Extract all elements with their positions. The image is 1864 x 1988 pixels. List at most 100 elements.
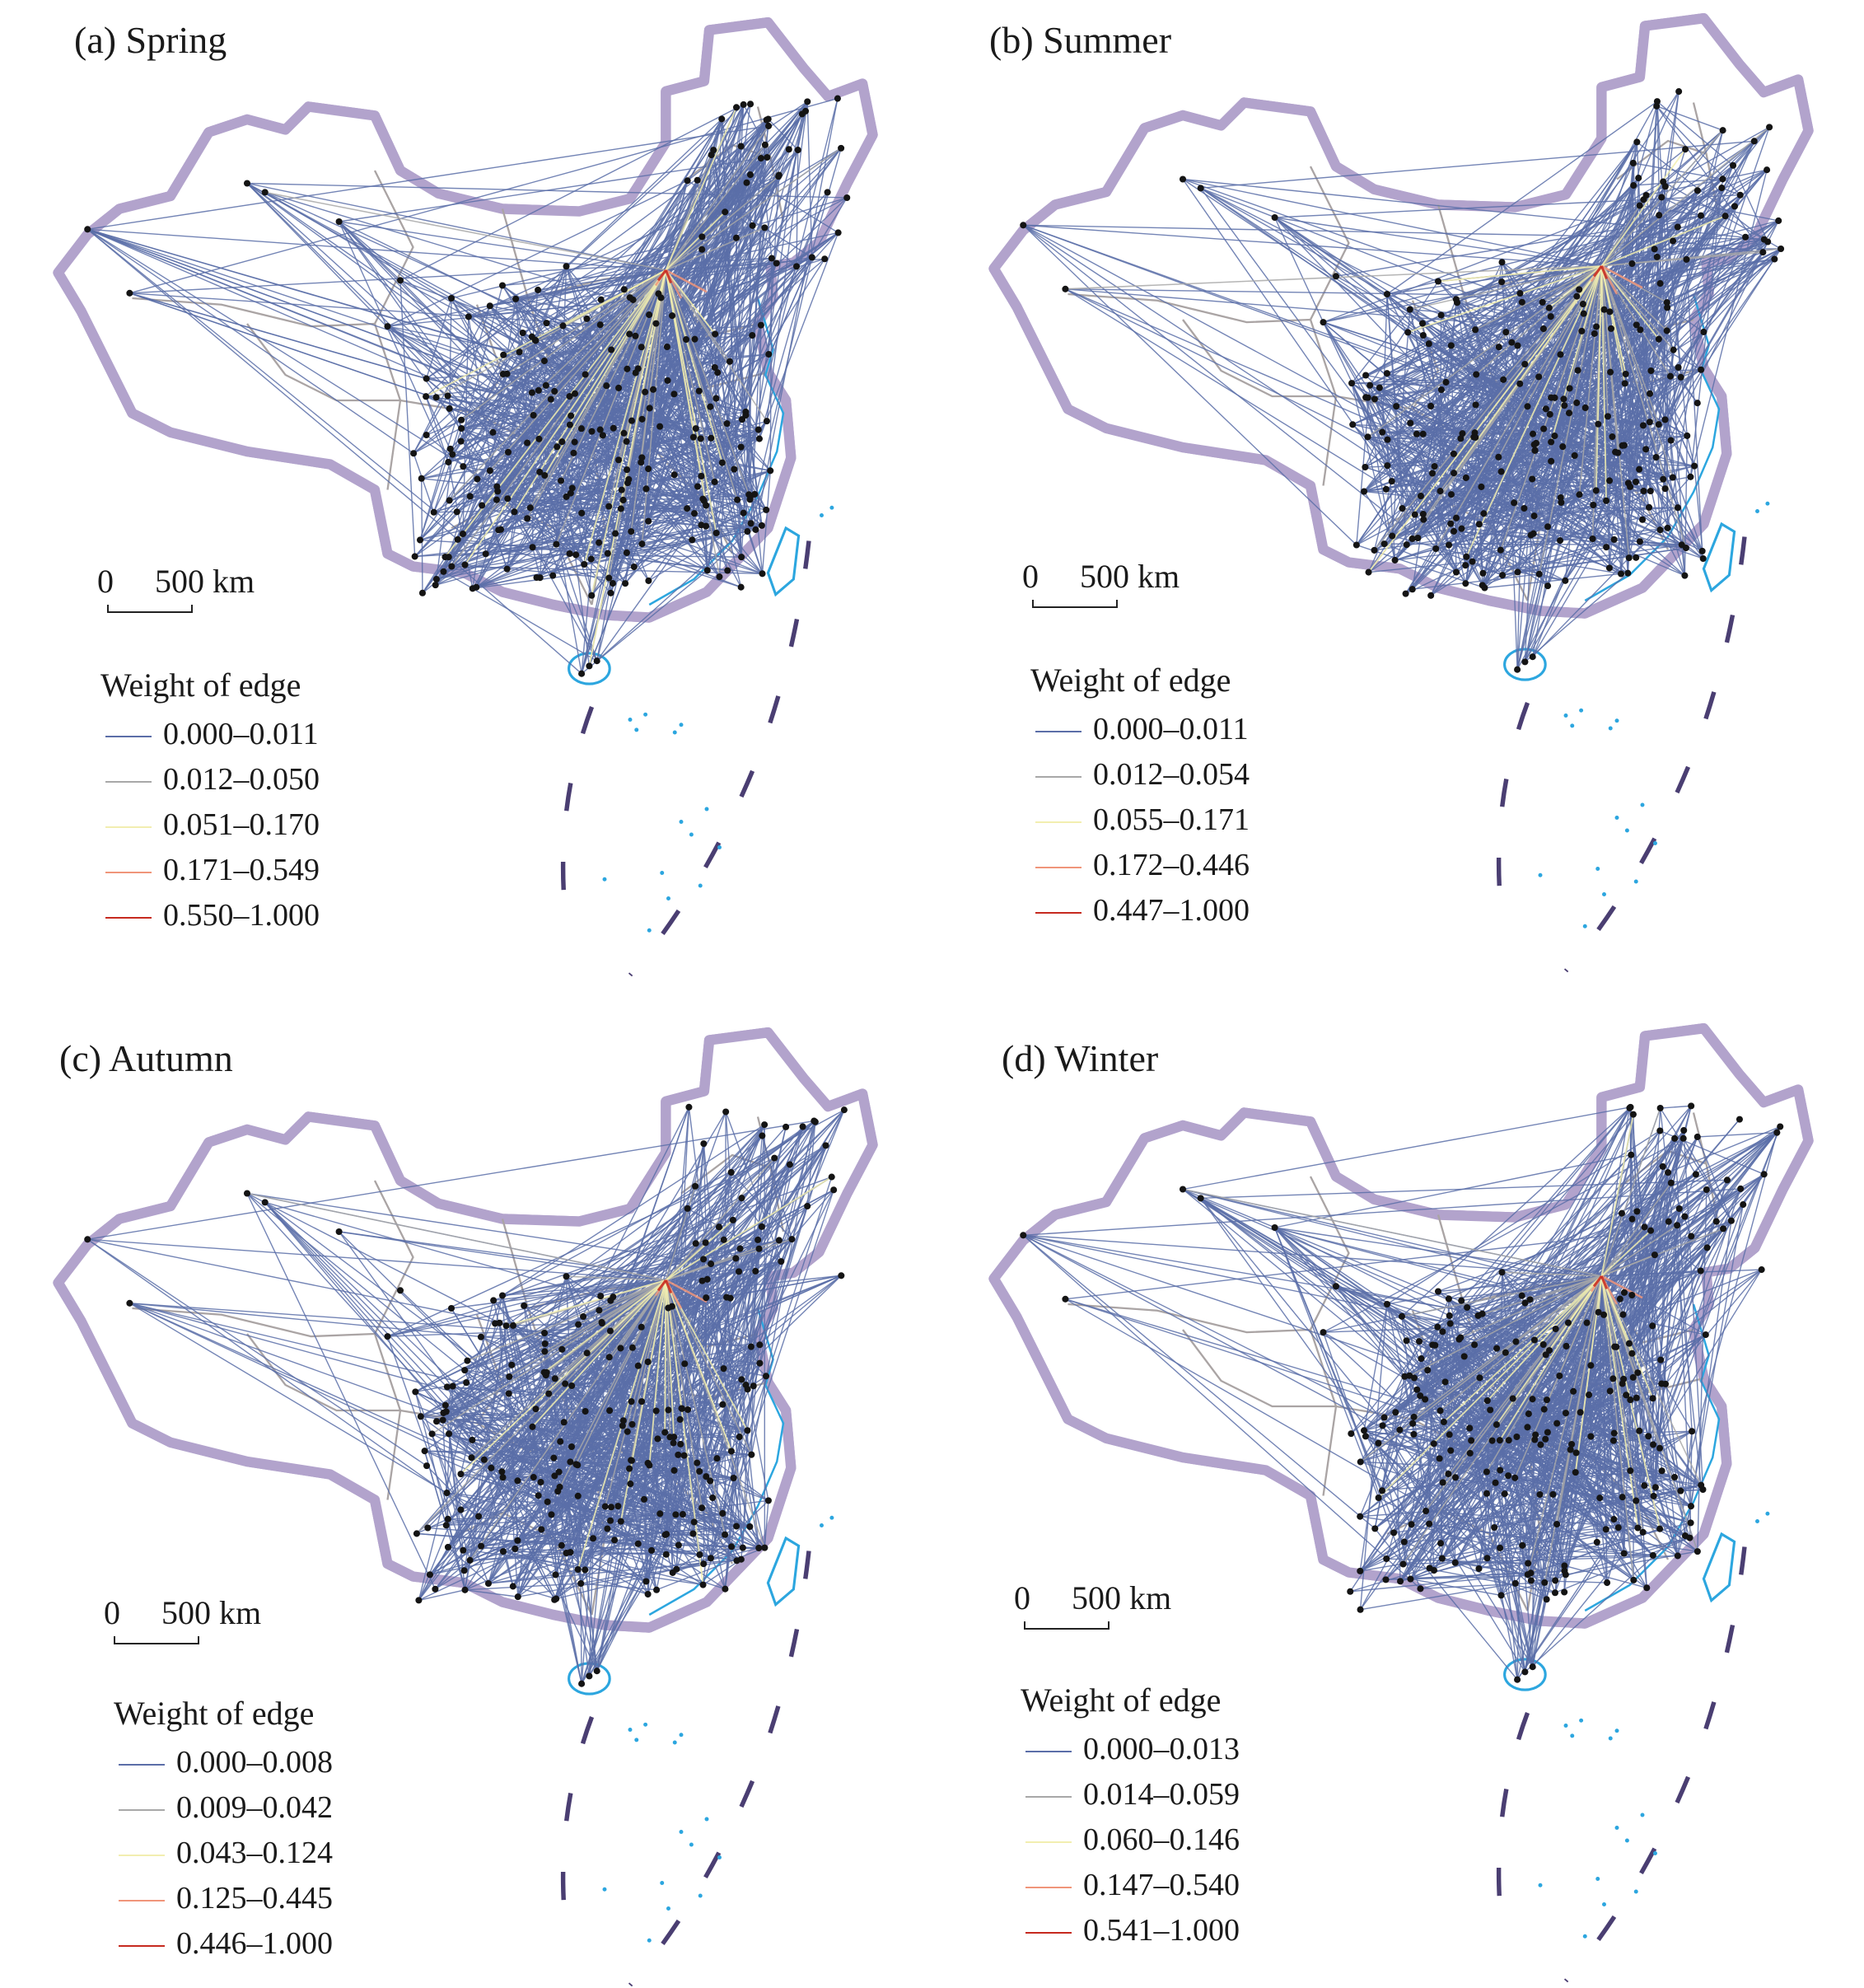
legend-title: Weight of edge (114, 1695, 315, 1732)
city-node (426, 1571, 433, 1579)
city-node (578, 509, 586, 517)
city-node (1419, 510, 1427, 518)
city-node (1530, 530, 1537, 537)
city-node (1759, 249, 1767, 256)
network-edge (1524, 573, 1628, 662)
city-node (640, 1495, 648, 1503)
network-edge (418, 1279, 666, 1601)
network-edge (1524, 1522, 1692, 1672)
city-node (657, 294, 665, 302)
network-edge (1432, 1342, 1629, 1346)
city-node (638, 415, 646, 423)
city-node (1371, 395, 1378, 403)
network-edge (1592, 264, 1603, 278)
city-node (624, 466, 631, 474)
network-edge (678, 1261, 782, 1546)
city-node (703, 502, 710, 509)
network-edge (665, 1279, 767, 1377)
city-node (758, 522, 765, 529)
city-node (1656, 280, 1664, 288)
city-node (1561, 402, 1568, 409)
network-edge (560, 269, 667, 481)
network-edge (1363, 1429, 1702, 1486)
city-node (670, 1466, 678, 1474)
city-node (596, 539, 603, 546)
network-edge (581, 349, 612, 674)
city-node (1699, 554, 1707, 563)
network-edge (1652, 1269, 1763, 1445)
city-node (1775, 217, 1782, 224)
city-node (519, 329, 526, 337)
network-edge (1689, 170, 1768, 477)
city-node (1647, 390, 1654, 397)
city-node (1603, 497, 1610, 504)
network-edge (665, 1143, 705, 1281)
network-edge (472, 587, 598, 662)
city-node (1020, 222, 1027, 229)
network-edge (1365, 466, 1637, 559)
city-node (508, 1361, 516, 1368)
city-node (449, 451, 456, 458)
city-node (778, 1258, 785, 1265)
city-node (695, 387, 703, 395)
network-edge (1666, 330, 1675, 350)
city-node (1674, 504, 1682, 512)
city-node (748, 1451, 755, 1458)
city-node (1414, 534, 1422, 542)
network-edge (715, 398, 742, 558)
city-node (694, 1459, 701, 1466)
network-edge (1580, 1208, 1680, 1413)
network-edge (485, 157, 768, 554)
network-edge (1455, 1476, 1540, 1495)
city-node (1437, 386, 1445, 394)
network-edge (468, 269, 666, 318)
network-edge (1405, 561, 1473, 595)
city-node (734, 496, 741, 503)
city-node (554, 443, 561, 451)
network-edge (1517, 547, 1687, 573)
network-edge (538, 269, 666, 391)
network-edge (1182, 1106, 1631, 1190)
city-node (609, 580, 617, 587)
city-node (700, 1560, 708, 1568)
city-node (605, 1354, 613, 1361)
network-edge (339, 221, 577, 555)
network-edge (665, 269, 742, 447)
city-node (804, 1202, 811, 1210)
city-node (703, 522, 710, 530)
network-edge (537, 269, 666, 291)
city-node (656, 1510, 664, 1518)
city-node (1742, 233, 1750, 241)
city-node (1530, 441, 1538, 448)
city-node (1666, 372, 1674, 380)
network-edge (1274, 217, 1504, 381)
legend-label: 0.043–0.124 (176, 1836, 333, 1870)
city-node (1574, 367, 1581, 374)
city-node (702, 1239, 709, 1247)
network-edge (129, 1303, 571, 1463)
city-node (1349, 421, 1357, 428)
city-node (634, 365, 642, 372)
network-edge (710, 1546, 732, 1559)
network-edge (555, 1279, 667, 1599)
network-edge (418, 1589, 465, 1602)
city-node (1610, 536, 1618, 543)
network-edge (425, 297, 452, 379)
city-node (500, 351, 507, 358)
network-edge (447, 1546, 703, 1586)
network-edge (665, 1111, 726, 1281)
city-node (474, 475, 481, 483)
city-node (521, 1302, 528, 1309)
legend-label: 0.172–0.446 (1093, 848, 1250, 882)
network-edge (1323, 199, 1644, 323)
network-edge (664, 1279, 667, 1433)
network-edge (1474, 265, 1602, 330)
network-edge (1412, 523, 1480, 590)
city-node (503, 370, 511, 377)
city-node (1420, 516, 1427, 523)
city-node (1062, 285, 1069, 292)
network-edge (1409, 1493, 1488, 1580)
city-node (583, 315, 591, 322)
city-node (446, 405, 453, 412)
network-map (0, 994, 932, 1987)
